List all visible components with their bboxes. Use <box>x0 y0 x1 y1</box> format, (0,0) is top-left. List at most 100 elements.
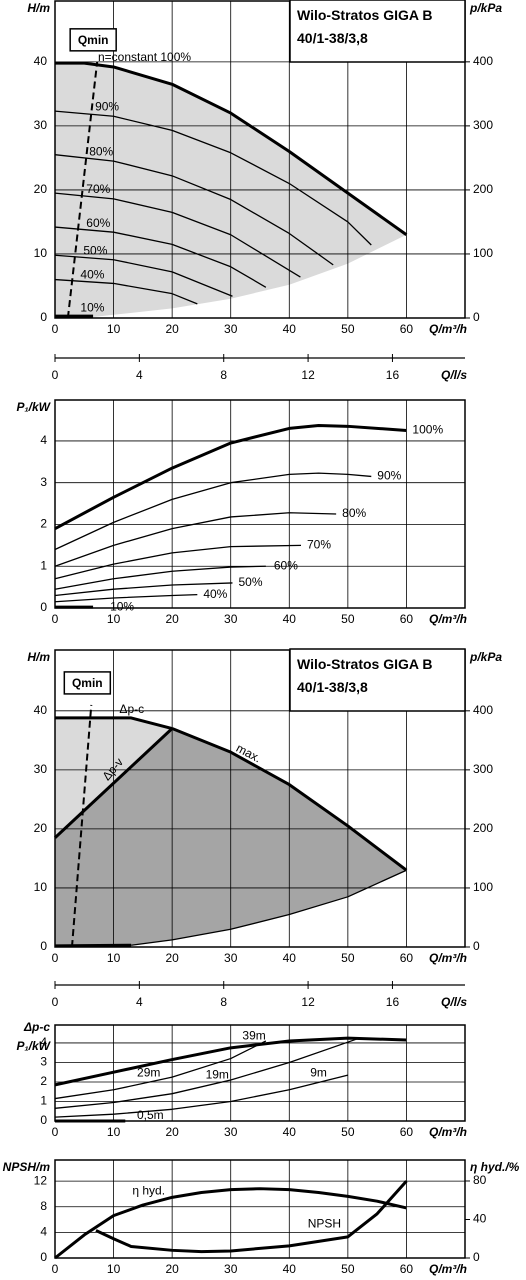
x-tick-label: 30 <box>224 612 238 626</box>
series-line <box>54 1036 407 1087</box>
y-tick-label: 3 <box>40 1055 47 1069</box>
y-tick-label: 2 <box>40 1074 47 1088</box>
qmin-box <box>69 28 117 52</box>
series-line <box>70 704 93 948</box>
y-axis-label: P₁/kW <box>16 1039 51 1053</box>
y2-tick-label: 80 <box>473 1173 487 1187</box>
y2-tick-label: 300 <box>473 118 493 132</box>
series-line <box>54 1074 349 1118</box>
series-label: 80% <box>342 506 366 520</box>
y-tick-label: 0 <box>40 600 47 614</box>
x-tick-label: 16 <box>386 995 400 1009</box>
x-tick-label: 60 <box>400 1262 414 1276</box>
series-line <box>54 512 337 567</box>
x-tick-label: 30 <box>224 322 238 336</box>
series-label: 70% <box>307 538 331 552</box>
y-axis-label: Δp-c <box>23 1020 50 1034</box>
x-tick-label: 0 <box>52 951 59 965</box>
y2-tick-label: 100 <box>473 246 493 260</box>
x-tick-label: 16 <box>386 368 400 382</box>
y-tick-label: 10 <box>34 246 48 260</box>
y-axis-label: NPSH/m <box>3 1160 51 1174</box>
x-tick-label: 40 <box>283 1262 297 1276</box>
plot-frame <box>54 1024 466 1122</box>
series-line <box>54 565 266 590</box>
y-tick-label: 4 <box>40 1225 47 1239</box>
series-label: 9m <box>310 1066 327 1080</box>
series-line <box>95 1180 408 1254</box>
y-tick-label: 10 <box>34 880 48 894</box>
x-tick-label: 40 <box>283 951 297 965</box>
x-axis-label: Q/m³/h <box>429 1262 467 1276</box>
series-label: 80% <box>89 144 113 158</box>
x-tick-label: 50 <box>341 1262 355 1276</box>
series-line <box>55 61 408 236</box>
series-line <box>54 593 198 603</box>
chart-subtitle: 40/1-38/3,8 <box>297 30 368 46</box>
x-tick-label: 0 <box>52 322 59 336</box>
y-tick-label: 20 <box>34 821 48 835</box>
series-line <box>53 727 174 839</box>
series-label: NPSH <box>308 1217 341 1231</box>
x-tick-label: 10 <box>107 1125 121 1139</box>
y2-axis-label: η hyd./% <box>470 1160 520 1174</box>
x-tick-label: 50 <box>341 1125 355 1139</box>
x-tick-label: 50 <box>341 612 355 626</box>
y-tick-label: 8 <box>40 1199 47 1213</box>
chart-subtitle: 40/1-38/3,8 <box>297 679 368 695</box>
x-tick-label: 60 <box>400 1125 414 1139</box>
y2-tick-label: 400 <box>473 703 493 717</box>
y-tick-label: 0 <box>40 939 47 953</box>
x-axis-label: Q/m³/h <box>429 1125 467 1139</box>
series-label: 50% <box>83 243 107 257</box>
series-label: 100% <box>412 423 443 437</box>
y-tick-label: 30 <box>34 118 48 132</box>
y2-tick-label: 300 <box>473 762 493 776</box>
x-tick-label: 60 <box>400 951 414 965</box>
x-axis-label: Q/m³/h <box>429 322 467 336</box>
series-label: 39m <box>242 1029 265 1043</box>
series-line <box>54 1187 407 1260</box>
x-axis-label: Q/l/s <box>441 995 467 1009</box>
x-axis-label: Q/m³/h <box>429 951 467 965</box>
plot-frame <box>54 399 466 609</box>
series-line <box>54 1037 360 1109</box>
series-label: 90% <box>95 100 119 114</box>
series-label: 50% <box>238 575 262 589</box>
x-tick-label: 20 <box>165 612 179 626</box>
x-tick-label: 0 <box>52 1262 59 1276</box>
series-line <box>66 61 99 319</box>
x-tick-label: 20 <box>165 1125 179 1139</box>
y2-axis-label: p/kPa <box>469 650 502 664</box>
y-tick-label: 3 <box>40 475 47 489</box>
y2-tick-label: 400 <box>473 54 493 68</box>
series-label: Qmin <box>78 33 109 47</box>
y2-axis-label: p/kPa <box>469 1 502 15</box>
series-label: 10% <box>80 300 104 314</box>
x-tick-label: 4 <box>136 995 143 1009</box>
series-label: 60% <box>274 558 298 572</box>
y-tick-label: 0 <box>40 1250 47 1264</box>
x-tick-label: 8 <box>220 368 227 382</box>
x-tick-label: 0 <box>52 612 59 626</box>
y-tick-label: 4 <box>40 1035 47 1049</box>
series-line <box>55 716 173 730</box>
plot-frame <box>54 1159 466 1259</box>
series-label: 40% <box>203 587 227 601</box>
x-tick-label: 0 <box>52 1125 59 1139</box>
series-label: 0,5m <box>137 1108 164 1122</box>
x-tick-label: 0 <box>52 995 59 1009</box>
chart-title: Wilo-Stratos GIGA B <box>297 656 432 672</box>
series-line <box>54 110 372 246</box>
series-line <box>54 254 233 297</box>
y-axis-label: H/m <box>27 1 50 15</box>
x-tick-label: 10 <box>107 951 121 965</box>
x-tick-label: 40 <box>283 322 297 336</box>
series-label: n=constant 100% <box>98 50 191 64</box>
y2-tick-label: 0 <box>473 1250 480 1264</box>
x-axis-label: Q/m³/h <box>429 612 467 626</box>
x-tick-label: 30 <box>224 951 238 965</box>
series-line <box>131 869 407 946</box>
qmin-box <box>63 671 112 695</box>
